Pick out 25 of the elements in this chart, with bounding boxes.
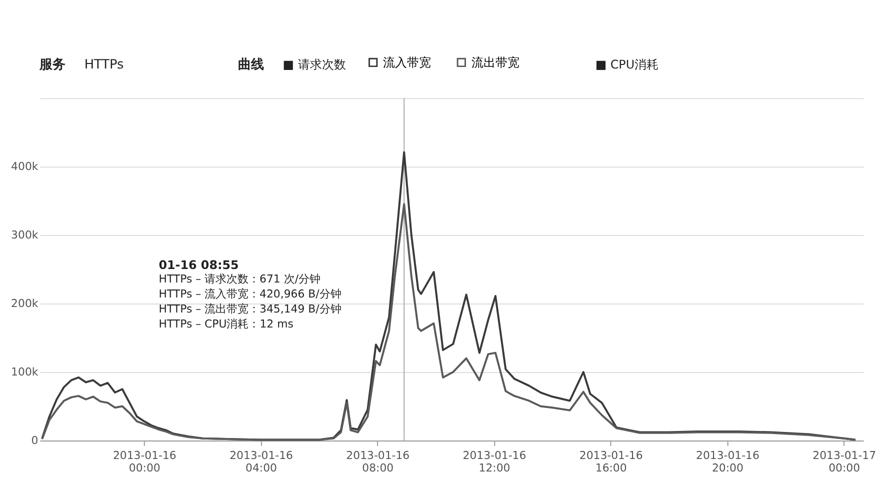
annotation: HTTPs – 请求次数：671 次/分钟 [158,272,321,286]
x-tick-label: 2013-01-16 20:00 [696,448,760,475]
legend-label: 流入带宽 [383,55,432,70]
y-tick-label: 400k [11,160,39,174]
text: 曲线 [238,57,264,72]
text: ■ 请求次数 [282,57,346,72]
y-tick-label: 200k [11,296,39,310]
text: HTTPs [84,57,124,72]
x-tick-label: 2013-01-16 00:00 [112,448,176,475]
text: ■ CPU消耗 [595,57,659,72]
x-tick-label: 2013-01-17 00:00 [812,448,876,475]
annotation: HTTPs – 流出带宽：345,149 B/分钟 [158,302,342,316]
line-series [41,203,856,441]
x-tick-label: 2013-01-16 16:00 [579,448,643,475]
y-tick-label: 0 [31,434,38,447]
annotation: 01-16 08:55 [158,258,239,272]
x-tick-label: 2013-01-16 12:00 [462,448,526,475]
y-tick-label: 300k [11,228,39,242]
x-tick-label: 2013-01-16 08:00 [346,448,410,475]
text: 服务 [38,57,66,72]
annotation: HTTPs – 流入带宽：420,966 B/分钟 [158,288,342,301]
x-tick-label: 2013-01-16 04:00 [230,448,294,475]
annotation: HTTPs – CPU消耗：12 ms [158,317,294,330]
y-tick-label: 100k [11,365,39,378]
legend-label: 流出带宽 [471,55,520,70]
